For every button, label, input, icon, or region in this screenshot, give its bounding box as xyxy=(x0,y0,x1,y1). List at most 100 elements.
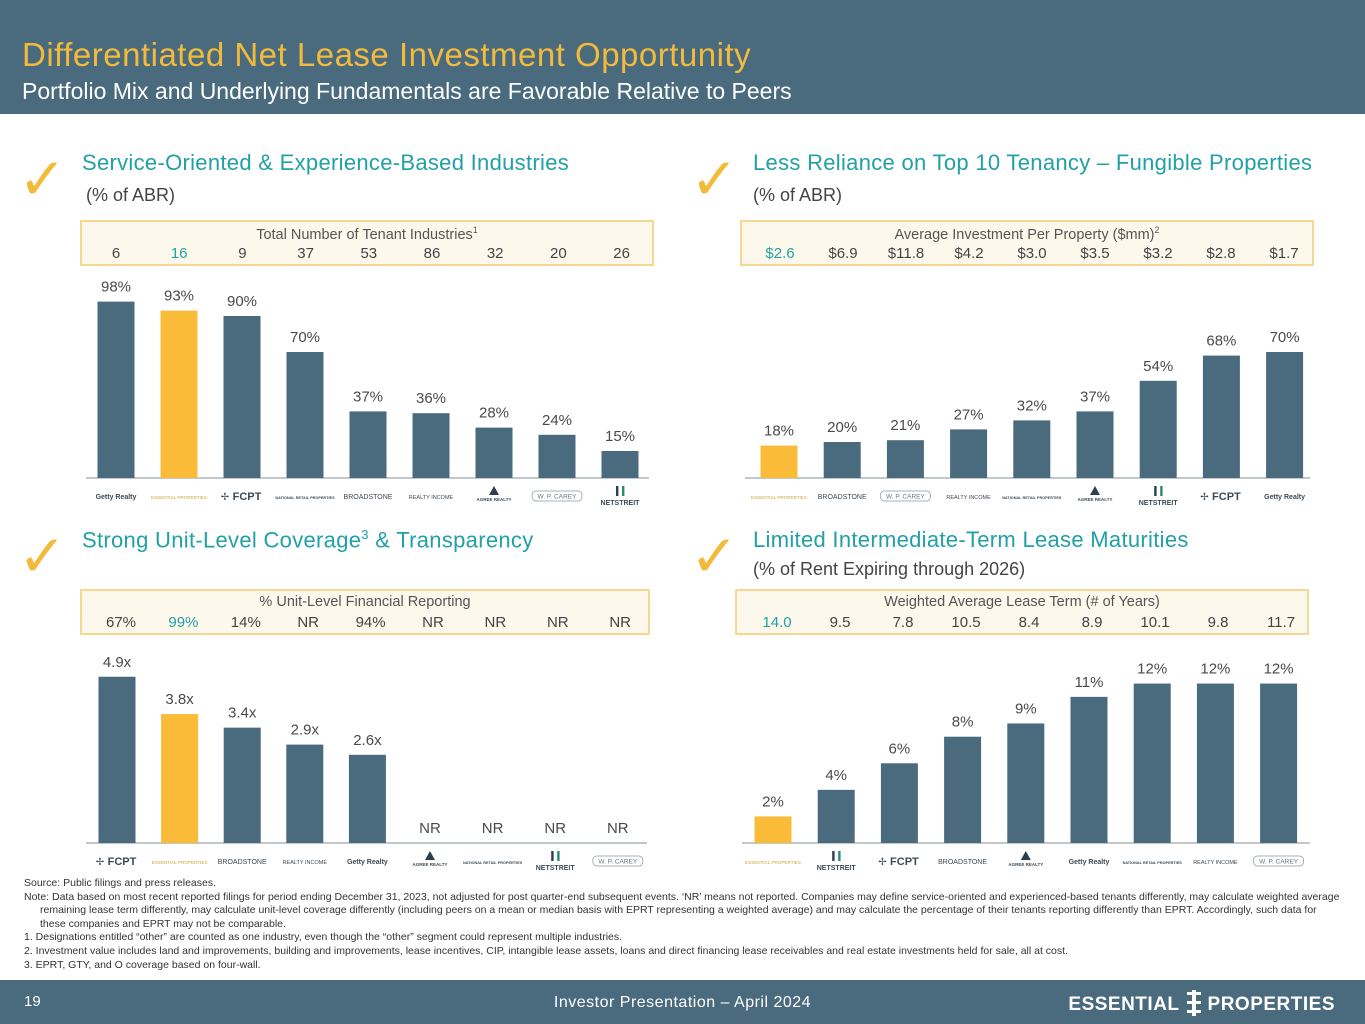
chart-1-data-label: 15% xyxy=(605,428,635,445)
chart-4-bar xyxy=(1133,683,1171,843)
netstreit-mark-icon xyxy=(557,851,560,861)
chart-3-data-label: 2.6x xyxy=(353,732,382,749)
q4-box-value: 14.0 xyxy=(762,614,792,631)
chart-3-data-label: NR xyxy=(607,820,629,837)
wpcarey-frame-icon xyxy=(880,490,931,502)
broadstone-logo: BROADSTONE xyxy=(344,494,393,501)
chart-2-bar xyxy=(950,429,988,478)
broadstone-logo: BROADSTONE xyxy=(818,494,867,501)
q3-info-box: % Unit-Level Financial Reporting 67% 99% 1… xyxy=(80,589,650,635)
q3-box-title: % Unit-Level Financial Reporting xyxy=(259,594,471,610)
q2-info-box: Average Investment Per Property ($mm)2 $… xyxy=(740,220,1314,266)
chart-4-data-label: 4% xyxy=(825,767,847,784)
q1-box-value: 16 xyxy=(170,245,188,262)
checkmark-icon: ✓ xyxy=(690,522,739,590)
q3-box-value: NR xyxy=(297,614,320,631)
realty-logo: REALTY INCOME xyxy=(946,495,991,501)
getty-logo: Getty Realty xyxy=(347,859,388,866)
netstreit-mark-icon xyxy=(616,486,619,496)
bar-charts: 98% Getty Realty 93% ESSENTIAL PROPERTIES 90… xyxy=(86,279,1310,872)
wpc-logo: W. P. CAREY xyxy=(1259,859,1299,866)
broadstone-logo: BROADSTONE xyxy=(938,859,987,866)
page-title: Differentiated Net Lease Investment Oppo… xyxy=(22,36,752,73)
q1-box-value: 20 xyxy=(550,245,567,262)
agree-logo: AGREE REALTY xyxy=(477,497,512,502)
q4-box-title: Weighted Average Lease Term (# of Years) xyxy=(884,594,1160,610)
q1-title: Service-Oriented & Experience-Based Indu… xyxy=(82,150,570,175)
realty-logo: REALTY INCOME xyxy=(1193,860,1238,866)
chart-2-data-label: 20% xyxy=(827,419,857,436)
chart-2-bar xyxy=(760,445,798,478)
q1-info-box: Total Number of Tenant Industries1 6 16 9 3… xyxy=(80,220,654,266)
chart-3-data-label: NR xyxy=(544,820,566,837)
chart-1-data-label: 98% xyxy=(101,279,131,296)
agree-logo: AGREE REALTY xyxy=(1078,497,1113,502)
brand-mark-icon xyxy=(1186,990,1201,1016)
q2-box-value: $2.6 xyxy=(765,245,795,262)
chart-2-bar xyxy=(1076,411,1114,478)
chart-1-data-label: 90% xyxy=(227,293,257,310)
q2-box-value: $2.8 xyxy=(1206,245,1236,262)
getty-logo: Getty Realty xyxy=(1264,494,1305,501)
q3-box-value: 94% xyxy=(355,614,386,631)
footnote-2: 2. Investment value includes land and im… xyxy=(24,944,1068,957)
chart-2-data-label: 68% xyxy=(1206,333,1236,350)
chart-4-bar xyxy=(1070,696,1108,843)
chart-4-bar xyxy=(1196,683,1234,843)
q4-box-value: 8.4 xyxy=(1018,614,1040,631)
q3-box-value: 14% xyxy=(230,614,261,631)
q4-box-value: 9.8 xyxy=(1207,614,1229,631)
wpc-logo: W. P. CAREY xyxy=(598,859,638,866)
q3-box-value: NR xyxy=(609,614,632,631)
footnotes: Source: Public filings and press release… xyxy=(24,877,1344,972)
q1-box-value: 37 xyxy=(297,245,314,262)
fcpt-logo: FCPT xyxy=(1212,491,1241,503)
q4-box-value: 8.9 xyxy=(1081,614,1103,631)
chart-2-bar xyxy=(823,442,861,478)
chart-2-bar xyxy=(886,440,924,478)
chart-4-bar xyxy=(754,816,792,843)
chart-4-bar xyxy=(1260,683,1298,843)
chart-2-data-label: 18% xyxy=(764,423,794,440)
fcpt-mark-icon: ✢ xyxy=(221,492,229,503)
netstreit-logo: NETSTREIT xyxy=(536,865,576,872)
chart-1-bar xyxy=(286,352,324,478)
broadstone-logo: BROADSTONE xyxy=(218,859,267,866)
chart-4-data-label: 9% xyxy=(1015,700,1037,717)
q1-box-value: 53 xyxy=(360,245,378,262)
q4-box-value: 10.5 xyxy=(951,614,981,631)
chart-4-data-label: 11% xyxy=(1075,674,1104,691)
realty-logo: REALTY INCOME xyxy=(409,495,454,501)
footnote-1: 1. Designations entitled “other” are cou… xyxy=(24,931,623,944)
q4-box-value: 11.7 xyxy=(1266,614,1296,631)
wpc-logo: W. P. CAREY xyxy=(538,494,578,501)
chart-3-bar xyxy=(348,754,386,843)
chart-3-data-label: 4.9x xyxy=(103,654,132,671)
q1-subtitle: (% of ABR) xyxy=(86,185,176,205)
chart-1-bar xyxy=(223,316,261,478)
q4-box-value: 7.8 xyxy=(892,614,914,631)
q2-title: Less Reliance on Top 10 Tenancy – Fungib… xyxy=(753,150,1313,175)
chart-4-bar xyxy=(880,763,918,843)
q2-box-title: Average Investment Per Property ($mm)2 xyxy=(894,225,1160,243)
chart-3-data-label: NR xyxy=(419,820,441,837)
chart-1-bar xyxy=(538,434,576,478)
nnn-logo: NATIONAL RETAIL PROPERTIES xyxy=(463,861,523,865)
chart-4-data-label: 2% xyxy=(762,793,784,810)
checkmark-icon: ✓ xyxy=(18,145,67,213)
fcpt-mark-icon: ✢ xyxy=(96,857,104,868)
chart-1-data-label: 70% xyxy=(290,329,320,346)
q1-box-value: 6 xyxy=(111,245,121,262)
chart-1-bar xyxy=(601,451,639,478)
chart-1-bar xyxy=(97,301,135,478)
chart-1-bar xyxy=(349,411,387,478)
netstreit-mark-icon xyxy=(832,851,835,861)
q1-box-value: 86 xyxy=(423,245,441,262)
agree-mark-icon xyxy=(489,486,499,495)
q2-box-value: $3.2 xyxy=(1143,245,1173,262)
q2-box-value: $6.9 xyxy=(828,245,858,262)
agree-mark-icon xyxy=(425,851,435,860)
q2-box-value: $3.0 xyxy=(1017,245,1047,262)
chart-4-data-label: 12% xyxy=(1137,661,1167,678)
netstreit-logo: NETSTREIT xyxy=(1139,500,1179,507)
